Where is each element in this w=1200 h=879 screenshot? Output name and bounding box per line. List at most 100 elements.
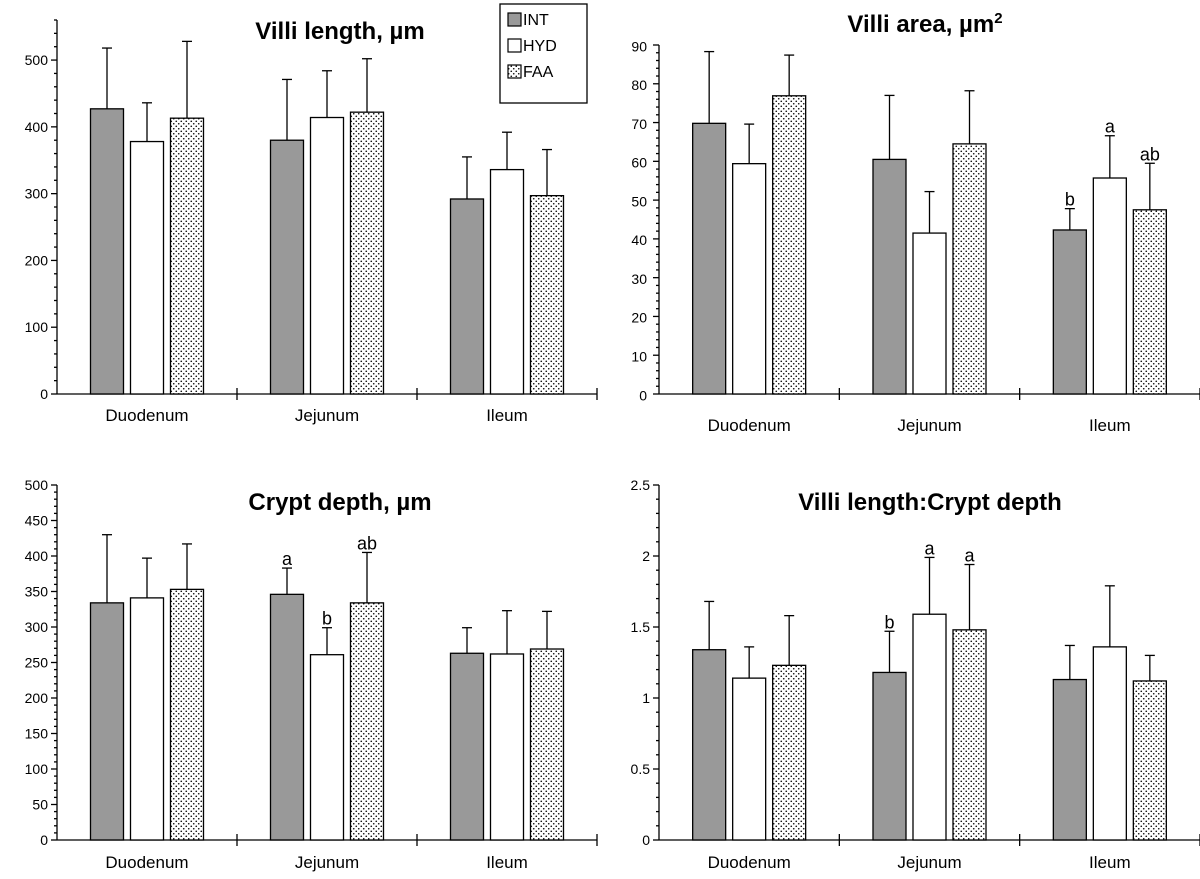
- y-tick-label: 0: [40, 386, 48, 402]
- bar-int: [1052, 229, 1087, 395]
- y-tick-label: 400: [25, 119, 49, 135]
- bar-faa: [349, 602, 385, 841]
- y-tick-label: 500: [25, 52, 49, 68]
- x-category-label: Ileum: [486, 853, 528, 872]
- y-tick-label: 400: [25, 548, 49, 564]
- significance-label: b: [322, 609, 332, 629]
- legend-swatch-hyd: [507, 38, 522, 53]
- bar-hyd: [912, 232, 947, 395]
- x-category-label: Jejunum: [295, 406, 359, 425]
- x-category-label: Duodenum: [105, 406, 188, 425]
- x-category-label: Jejunum: [295, 853, 359, 872]
- significance-label: a: [924, 538, 935, 558]
- y-tick-label: 2.5: [631, 477, 651, 493]
- y-tick-label: 1.5: [631, 619, 651, 635]
- x-category-label: Duodenum: [105, 853, 188, 872]
- y-tick-label: 60: [631, 155, 647, 171]
- y-tick-label: 0: [642, 832, 650, 848]
- bar-faa: [1132, 680, 1167, 841]
- bar-hyd: [309, 116, 345, 395]
- chart-title: Crypt depth, µm: [248, 489, 431, 516]
- y-tick-label: 150: [25, 725, 49, 741]
- x-category-label: Jejunum: [897, 416, 961, 435]
- legend: INT HYD FAA: [499, 3, 588, 104]
- bar-int: [872, 158, 907, 395]
- x-category-label: Ileum: [486, 406, 528, 425]
- bar-hyd: [912, 613, 947, 841]
- x-category-label: Jejunum: [897, 853, 961, 872]
- bar-int: [872, 671, 907, 841]
- bar-hyd: [309, 654, 345, 841]
- bar-faa: [952, 629, 987, 841]
- y-tick-label: 450: [25, 512, 49, 528]
- legend-label-int: INT: [523, 12, 549, 29]
- significance-label: a: [964, 546, 975, 566]
- significance-label: b: [884, 612, 894, 632]
- y-tick-label: 300: [25, 186, 49, 202]
- y-tick-label: 200: [25, 690, 49, 706]
- bar-faa: [169, 117, 205, 395]
- bar-faa: [529, 648, 565, 841]
- legend-swatch-int: [507, 12, 522, 27]
- bar-hyd: [489, 168, 525, 395]
- y-tick-label: 80: [631, 77, 647, 93]
- bar-hyd: [1092, 177, 1127, 395]
- x-category-label: Duodenum: [708, 416, 791, 435]
- y-tick-label: 0: [639, 387, 647, 403]
- y-tick-label: 100: [25, 319, 49, 335]
- bar-int: [449, 652, 485, 841]
- bar-faa: [169, 588, 205, 841]
- bar-int: [692, 649, 727, 841]
- legend-swatch-faa: [507, 64, 522, 79]
- y-tick-label: 40: [631, 232, 647, 248]
- bar-int: [89, 602, 125, 841]
- y-tick-label: 50: [631, 193, 647, 209]
- bar-int: [269, 593, 305, 841]
- bar-faa: [772, 664, 807, 841]
- y-tick-label: 90: [631, 38, 647, 54]
- bar-int: [449, 198, 485, 395]
- bar-hyd: [129, 597, 165, 841]
- bar-hyd: [489, 653, 525, 841]
- bar-faa: [772, 95, 807, 395]
- significance-label: ab: [1140, 144, 1160, 164]
- bar-int: [1052, 678, 1087, 841]
- x-category-label: Ileum: [1089, 416, 1131, 435]
- bar-int: [269, 139, 305, 395]
- chart-panel-villi-length: Villi length, µm 0 100 200 300 400 500 Duodenum…: [25, 18, 598, 425]
- significance-label: ab: [357, 533, 377, 553]
- legend-label-faa: FAA: [523, 64, 554, 81]
- chart-panel-villi-area: Villi area, µm2 0 10 20 30 40 50 60 70 80 90 Duoden…: [631, 10, 1200, 435]
- bar-faa: [529, 194, 565, 395]
- x-category-label: Duodenum: [708, 853, 791, 872]
- bar-hyd: [732, 677, 767, 841]
- significance-label: a: [1105, 117, 1116, 137]
- y-tick-label: 200: [25, 252, 49, 268]
- chart-title: Villi length, µm: [255, 18, 424, 45]
- y-tick-label: 500: [25, 477, 49, 493]
- y-tick-label: 350: [25, 583, 49, 599]
- y-tick-label: 50: [32, 796, 48, 812]
- y-tick-label: 100: [25, 761, 49, 777]
- chart-panel-villi-crypt-ratio: Villi length:Crypt depth 0 0.5 1 1.5 2 2.5 Duod…: [631, 477, 1200, 872]
- y-tick-label: 250: [25, 654, 49, 670]
- y-tick-label: 30: [631, 271, 647, 287]
- bar-faa: [349, 111, 385, 395]
- legend-label-hyd: HYD: [523, 38, 557, 55]
- significance-label: b: [1065, 190, 1075, 210]
- bar-int: [89, 108, 125, 395]
- chart-title: Villi length:Crypt depth: [798, 489, 1062, 516]
- chart-panel-crypt-depth: Crypt depth, µm 0 50 100 150 200 250 300 350 400 4…: [25, 477, 598, 872]
- y-tick-label: 2: [642, 548, 650, 564]
- bar-int: [692, 122, 727, 395]
- y-tick-label: 0: [40, 832, 48, 848]
- bar-hyd: [732, 163, 767, 395]
- bar-hyd: [1092, 646, 1127, 841]
- y-tick-label: 0.5: [631, 761, 651, 777]
- bar-faa: [1132, 209, 1167, 395]
- y-tick-label: 300: [25, 619, 49, 635]
- chart-title-superscript: 2: [994, 10, 1002, 27]
- y-tick-label: 20: [631, 310, 647, 326]
- y-tick-label: 70: [631, 116, 647, 132]
